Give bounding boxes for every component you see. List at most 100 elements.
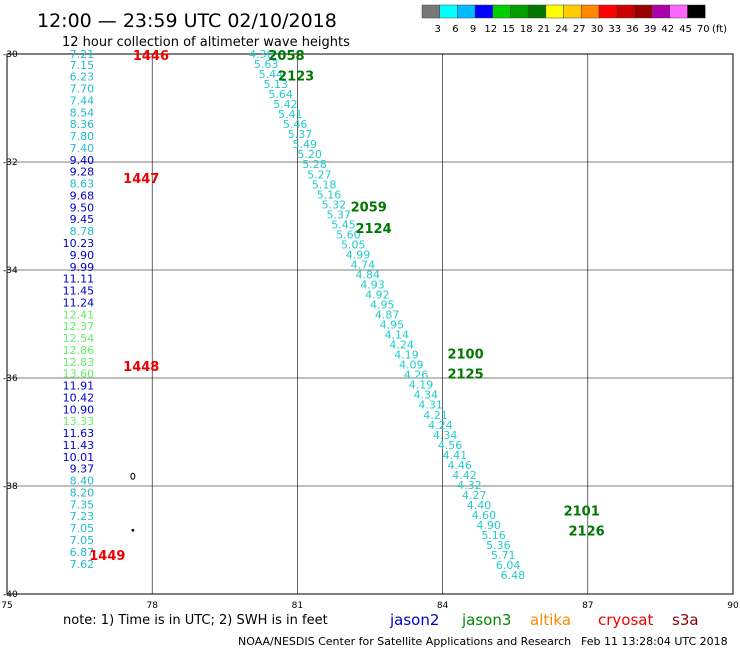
wave-height-value: 5.28 <box>302 158 327 171</box>
wave-height-value: 4.87 <box>375 309 400 322</box>
wave-height-value: 4.09 <box>399 359 424 372</box>
scale-swatch <box>598 4 617 19</box>
wave-height-value: 5.36 <box>486 539 511 552</box>
satellite-legend-jason3: jason3 <box>461 611 511 629</box>
axis-tick-labels: 75 78 81 84 87 90 -30 -32 -34 -36 -38 -40 <box>1 50 739 611</box>
wave-height-value: 4.19 <box>409 379 434 392</box>
pass-time-label: 2126 <box>568 524 604 539</box>
wave-height-value: 12.41 <box>63 308 95 321</box>
y-tick-label: -30 <box>3 50 18 60</box>
plot-area: 75 78 81 84 87 90-30-32-34-36-38-40 7.217.156… <box>1 48 739 611</box>
scale-label: 33 <box>608 24 621 35</box>
wave-height-value: 5.46 <box>283 118 308 131</box>
pass-time-label: 2058 <box>268 49 304 64</box>
grid-lines <box>7 54 733 594</box>
wave-height-value: 4.99 <box>346 248 371 261</box>
wave-height-value: 12.86 <box>63 344 95 357</box>
y-tick-label: -34 <box>3 266 18 276</box>
wave-height-value: 5.42 <box>273 98 298 111</box>
wave-height-value: 5.20 <box>297 148 322 161</box>
scale-swatch <box>563 4 582 19</box>
wave-height-value: 5.45 <box>331 218 356 231</box>
scale-swatch <box>421 4 440 19</box>
x-tick-label: 75 <box>1 601 12 611</box>
wave-height-value: 5.13 <box>264 78 289 91</box>
scale-label: 45 <box>679 24 692 35</box>
scale-label: 21 <box>538 24 551 35</box>
wave-height-value: 9.90 <box>70 249 95 262</box>
wave-height-value: 10.01 <box>63 451 95 464</box>
wave-height-value: 13.60 <box>63 368 95 381</box>
wave-height-value: 4.19 <box>394 349 419 362</box>
scale-label: 70 <box>697 24 710 35</box>
plot-frame <box>6 53 734 595</box>
scale-swatch <box>457 4 476 19</box>
scale-swatch <box>669 4 688 19</box>
wave-height-value: 9.28 <box>70 166 95 179</box>
x-tick-label: 90 <box>727 601 739 611</box>
wave-height-value: 7.35 <box>70 498 95 511</box>
wave-height-value: 7.70 <box>70 83 95 96</box>
ring-marker <box>130 472 136 480</box>
wave-height-value: 4.41 <box>443 449 468 462</box>
wave-height-value: 5.37 <box>326 208 351 221</box>
wave-height-value: 4.46 <box>447 459 472 472</box>
scale-swatch <box>687 4 706 19</box>
pass-time-label: 1446 <box>133 49 169 64</box>
scale-label: 3 <box>435 24 441 35</box>
y-tick-label: -32 <box>3 158 18 168</box>
chart-title: 12:00 — 23:59 UTC 02/10/2018 <box>37 10 337 32</box>
pass-time-label: 1448 <box>123 360 159 375</box>
wave-height-value: 4.90 <box>476 519 501 532</box>
wave-height-value: 11.24 <box>63 296 95 309</box>
wave-height-value: 8.20 <box>70 486 95 499</box>
satellite-legend-cryosat: cryosat <box>598 611 653 629</box>
wave-height-value: 7.23 <box>70 510 95 523</box>
y-tick-label: -36 <box>3 374 18 384</box>
y-tick-label: -40 <box>3 590 18 600</box>
scale-swatch <box>439 4 458 19</box>
wave-height-value: 4.14 <box>385 329 410 342</box>
wave-height-value: 4.42 <box>452 469 477 482</box>
wave-height-value: 10.23 <box>63 237 95 250</box>
scale-swatch <box>651 4 671 19</box>
wave-height-value: 7.80 <box>70 130 95 143</box>
scale-label: 39 <box>644 24 657 35</box>
scale-label: 18 <box>520 24 533 35</box>
wave-height-value: 8.63 <box>70 178 95 191</box>
wave-height-value: 10.42 <box>63 391 95 404</box>
x-tick-label: 87 <box>582 601 593 611</box>
wave-height-value: 5.27 <box>307 168 332 181</box>
wave-height-value: 12.54 <box>63 332 95 345</box>
wave-height-value: 5.71 <box>491 549 516 562</box>
wave-height-value: 6.04 <box>496 559 520 572</box>
wave-height-value: 4.26 <box>404 369 429 382</box>
wave-height-value: 4.34 <box>433 429 458 442</box>
wave-height-value: 8.40 <box>70 475 95 488</box>
scale-swatch <box>581 4 600 19</box>
pass-time-label: 2124 <box>355 222 391 237</box>
scale-label: 12 <box>484 24 497 35</box>
wave-height-value: 11.63 <box>63 427 95 440</box>
wave-height-value: 6.48 <box>501 569 526 582</box>
wave-height-value: 7.40 <box>70 142 95 155</box>
scale-label: 9 <box>470 24 476 35</box>
wave-height-value: 7.15 <box>70 59 95 72</box>
wave-height-value: 8.54 <box>70 106 95 119</box>
wave-height-value: 6.23 <box>70 71 95 84</box>
scale-swatch <box>492 4 511 19</box>
wave-height-value: 9.50 <box>70 201 95 214</box>
wave-height-value: 4.95 <box>370 299 395 312</box>
scale-unit: (ft) <box>712 24 727 35</box>
wave-height-value: 4.84 <box>355 268 380 281</box>
x-tick-label: 84 <box>437 601 449 611</box>
y-tick-label: -38 <box>3 482 18 492</box>
scale-swatch <box>545 4 564 19</box>
wave-height-value: 5.41 <box>278 108 303 121</box>
scale-swatch <box>634 4 653 19</box>
scale-label: 24 <box>555 24 568 35</box>
wave-height-value: 5.60 <box>336 228 361 241</box>
wave-height-value: 4.24 <box>389 339 414 352</box>
pass-time-label: 2059 <box>351 200 387 215</box>
